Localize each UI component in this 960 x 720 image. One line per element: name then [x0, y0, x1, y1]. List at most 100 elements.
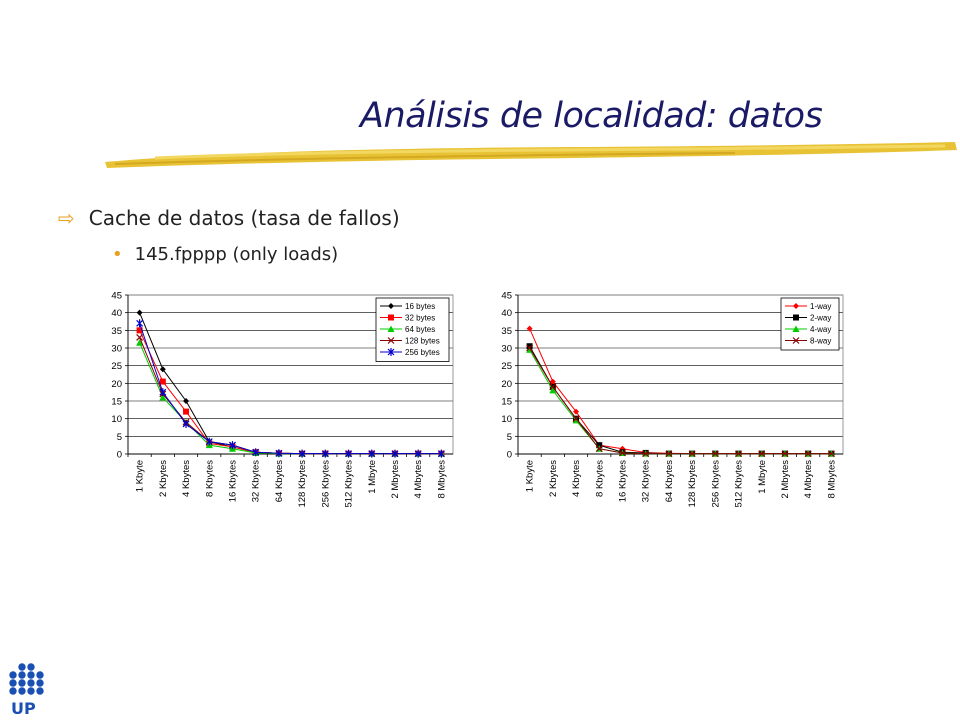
x-tick-label: 128 Kbytes — [297, 460, 308, 508]
logo-dot — [9, 687, 17, 695]
y-tick-label: 45 — [111, 291, 122, 302]
y-tick-label: 35 — [501, 326, 512, 337]
chart-associativity: 0 5 10 15 20 25 30 35 40 45 1 Kbyte 2 Kbytes 4 Kbyte… — [501, 291, 844, 508]
y-tick-label: 10 — [501, 414, 512, 425]
x-tick-label: 32 Kbytes — [251, 460, 262, 502]
x-tick-label: 4 Mbytes — [803, 460, 814, 499]
data-point — [711, 450, 719, 458]
data-point — [182, 419, 190, 428]
logo-dot — [36, 679, 44, 687]
legend-box — [375, 297, 450, 362]
data-point — [275, 449, 283, 458]
y-tick-label: 15 — [111, 397, 122, 408]
legend: 1-way 2-way 4-way 8-way — [780, 297, 840, 351]
x-tick-label: 4 Kbytes — [181, 460, 192, 497]
data-point — [549, 378, 556, 385]
data-point — [758, 450, 766, 458]
data-point — [159, 393, 167, 401]
data-point — [159, 366, 166, 373]
dot-bullet-icon: • — [112, 244, 123, 265]
logo-dot — [9, 671, 17, 679]
y-tick-label: 40 — [111, 308, 122, 319]
bullet-level2: • 145.fpppp (only loads) — [112, 244, 338, 265]
x-tick-label: 16 Kbytes — [227, 460, 238, 502]
series-line — [529, 347, 832, 455]
x-tick-label: 1 Mbyte — [367, 460, 378, 494]
x-tick-label: 8 Mbytes — [436, 460, 447, 499]
up-logo-icon — [9, 663, 44, 695]
legend-marker — [387, 325, 395, 332]
data-point — [136, 309, 143, 316]
x-tick-label: 4 Mbytes — [413, 460, 424, 499]
legend-marker — [387, 337, 395, 344]
x-tick-label: 64 Kbytes — [274, 460, 285, 502]
data-point — [136, 339, 144, 346]
y-tick-label: 40 — [501, 308, 512, 319]
y-tick-label: 20 — [501, 379, 512, 390]
y-tick-label: 35 — [111, 326, 122, 337]
x-tick-label: 4 Kbytes — [571, 460, 582, 497]
y-tick-label: 20 — [111, 379, 122, 390]
data-point — [572, 415, 580, 423]
legend-marker — [792, 325, 800, 332]
data-point — [573, 408, 580, 415]
y-tick-label: 0 — [117, 450, 122, 461]
legend-box — [780, 297, 840, 351]
legend-marker — [793, 303, 799, 309]
x-tick-label: 8 Kbytes — [594, 460, 605, 497]
x-tick-label: 2 Kbytes — [548, 460, 559, 497]
logo-dot — [18, 663, 26, 671]
series-line — [139, 323, 442, 455]
x-tick-label: 2 Mbytes — [390, 460, 401, 499]
logo-dot — [9, 679, 17, 687]
slide-title: Análisis de localidad: datos — [360, 96, 823, 136]
data-point — [136, 333, 144, 341]
data-point — [368, 449, 376, 458]
y-tick-label: 15 — [501, 397, 512, 408]
legend-label: 2-way — [810, 314, 831, 323]
legend-label: 8-way — [810, 337, 831, 346]
logo-dot — [27, 679, 35, 687]
legend-label: 4-way — [810, 325, 831, 334]
data-point — [229, 441, 236, 450]
legend: 16 bytes 32 bytes 64 bytes 128 bytes 256 byt… — [375, 297, 450, 362]
bullet-level2-text: 145.fpppp (only loads) — [134, 244, 339, 265]
logo-dot — [18, 679, 26, 687]
data-point — [827, 450, 835, 458]
legend-marker — [388, 303, 394, 309]
legend-label: 16 bytes — [405, 302, 435, 311]
x-tick-label: 512 Kbytes — [344, 460, 355, 508]
data-point — [183, 398, 190, 404]
logo-dot — [27, 671, 35, 679]
legend-label: 64 bytes — [405, 325, 435, 334]
legend-marker — [388, 314, 394, 321]
x-tick-label: 64 Kbytes — [664, 460, 675, 502]
data-point — [595, 445, 603, 453]
data-point — [619, 449, 626, 457]
data-point — [183, 408, 190, 415]
data-point — [549, 386, 557, 394]
legend-label: 128 bytes — [405, 337, 440, 346]
series-line — [529, 349, 832, 455]
y-tick-label: 5 — [117, 432, 122, 443]
series-line — [529, 345, 832, 455]
legend-marker — [793, 314, 799, 321]
data-point — [735, 450, 742, 458]
data-point — [596, 442, 603, 449]
x-tick-label: 1 Kbyte — [135, 460, 146, 492]
logo-dot — [18, 687, 26, 695]
x-tick-label: 128 Kbytes — [687, 460, 698, 508]
legend-label: 1-way — [810, 302, 831, 311]
logo-text: UP — [11, 699, 36, 718]
data-point — [414, 449, 422, 458]
series-8-way — [526, 344, 835, 458]
logo-dot — [27, 663, 35, 671]
x-tick-label: 8 Mbytes — [826, 460, 837, 499]
arrow-bullet-icon: ⇨ — [58, 206, 75, 230]
x-tick-label: 16 Kbytes — [617, 460, 628, 502]
y-tick-label: 30 — [501, 344, 512, 355]
data-point — [437, 449, 445, 458]
x-tick-label: 32 Kbytes — [641, 460, 652, 502]
data-point — [159, 378, 166, 385]
data-point — [549, 383, 557, 391]
